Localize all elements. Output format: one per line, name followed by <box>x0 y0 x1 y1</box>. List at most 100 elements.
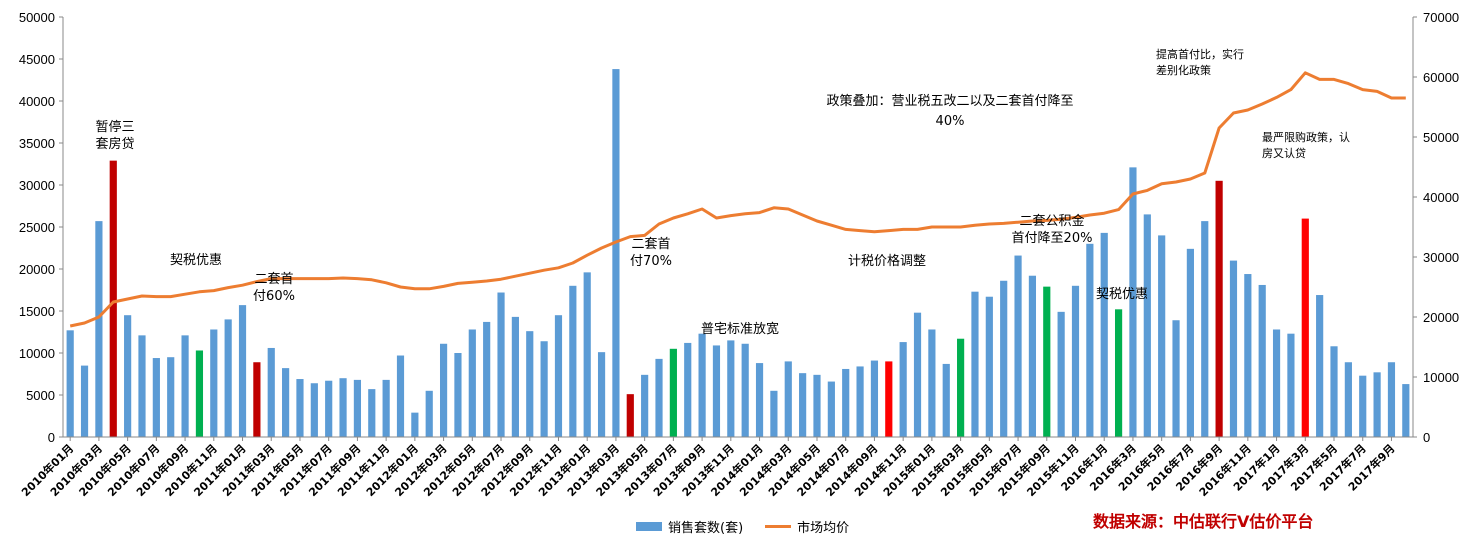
legend-bar-swatch <box>636 522 662 531</box>
bar <box>1028 275 1037 437</box>
bar <box>669 348 677 437</box>
bar <box>1071 285 1080 437</box>
bar <box>1387 362 1396 437</box>
y-right-ticks: 0 10000 20000 30000 40000 50000 60000 70000 <box>1423 10 1459 445</box>
axes <box>59 16 1417 441</box>
bar <box>511 316 519 437</box>
annotation: 最严限购政策，认房又认贷 <box>1262 130 1350 160</box>
bar <box>942 363 950 437</box>
annotation: 计税价格调整 <box>848 253 926 269</box>
y-left-tick-label: 5000 <box>26 388 55 403</box>
bar <box>1172 320 1180 437</box>
legend: 销售套数(套) 市场均价 <box>636 517 849 536</box>
bar <box>195 350 204 437</box>
annotation-line: 二套公积金 <box>1019 213 1084 229</box>
bar <box>554 315 563 437</box>
bar <box>1158 235 1166 437</box>
legend-bar-label: 销售套数(套) <box>668 521 744 536</box>
bar <box>1359 375 1367 437</box>
bar <box>957 338 965 437</box>
bar <box>1301 218 1309 437</box>
bar <box>770 390 778 437</box>
bar <box>167 357 175 437</box>
y-right-tick-label: 70000 <box>1423 10 1459 25</box>
y-left-tick-label: 10000 <box>19 346 55 361</box>
bar <box>80 365 89 437</box>
bar <box>1000 280 1008 437</box>
bar <box>1402 384 1410 437</box>
y-left-tick-label: 20000 <box>19 262 55 277</box>
bar <box>856 366 864 437</box>
bar <box>1272 329 1281 437</box>
annotation-line: 二套首 <box>254 271 293 287</box>
annotation-line: 差别化政策 <box>1156 63 1211 77</box>
bar <box>109 160 117 437</box>
bar <box>66 330 74 437</box>
bar <box>1344 362 1352 437</box>
bar <box>899 342 907 437</box>
annotation-line: 首付降至20% <box>1012 231 1093 246</box>
source-note: 数据来源：中估联行V估价平台 <box>1093 512 1314 531</box>
y-left-tick-label: 50000 <box>19 10 55 25</box>
bar <box>641 374 649 437</box>
price-line <box>69 71 1406 328</box>
bar <box>95 221 103 437</box>
bar <box>1100 232 1108 437</box>
annotation: 政策叠加：营业税五改二以及二套首付降至 40% <box>826 93 1073 129</box>
bar <box>439 343 448 437</box>
bar <box>799 373 807 437</box>
bar <box>597 352 606 437</box>
bar <box>741 343 749 437</box>
y-left-tick-label: 15000 <box>19 304 55 319</box>
bar <box>425 390 433 437</box>
bar <box>1287 333 1295 437</box>
bar <box>655 358 663 437</box>
bar <box>353 379 362 437</box>
annotations: 暂停三套房贷契税优惠二套首付60%二套首付70%普宅标准放宽政策叠加：营业税五改… <box>95 47 1350 337</box>
bar <box>1316 295 1324 437</box>
price-line-path <box>69 71 1406 328</box>
bar <box>684 342 692 437</box>
bar <box>626 394 634 437</box>
bar <box>325 380 333 437</box>
annotation-line: 契税优惠 <box>170 253 222 268</box>
annotation-line: 政策叠加：营业税五改二以及二套首付降至 <box>826 93 1073 109</box>
legend-line-label: 市场均价 <box>797 521 850 536</box>
annotation-line: 40% <box>936 114 965 129</box>
bar <box>1258 284 1266 437</box>
bar <box>454 353 462 437</box>
bar <box>569 285 577 437</box>
annotation-line: 普宅标准放宽 <box>701 321 779 337</box>
annotation-line: 暂停三 <box>95 119 134 135</box>
annotation: 契税优惠 <box>1096 287 1148 302</box>
y-left-ticks: 0 5000 10000 15000 20000 25000 30000 35000 40000… <box>19 10 55 445</box>
bar <box>1330 346 1338 437</box>
bar <box>526 331 534 437</box>
bar <box>267 347 275 437</box>
bar <box>1086 243 1094 437</box>
bar <box>1014 255 1022 437</box>
annotation-line: 计税价格调整 <box>848 253 926 269</box>
bar <box>712 345 721 437</box>
y-left-tick-label: 30000 <box>19 178 55 193</box>
bar <box>210 329 218 437</box>
y-right-tick-label: 20000 <box>1423 310 1459 325</box>
bar <box>870 360 879 437</box>
y-right-tick-label: 30000 <box>1423 250 1459 265</box>
bar <box>540 341 548 437</box>
annotation: 暂停三套房贷 <box>95 119 134 152</box>
y-left-tick-label: 35000 <box>19 136 55 151</box>
bar <box>282 368 290 437</box>
y-left-tick-label: 25000 <box>19 220 55 235</box>
annotation-line: 契税优惠 <box>1096 287 1148 302</box>
bar <box>971 291 979 437</box>
bar <box>1229 260 1238 437</box>
bar <box>468 329 476 437</box>
bar <box>913 312 922 437</box>
annotation: 提高首付比，实行差别化政策 <box>1156 47 1244 77</box>
bar <box>727 340 735 437</box>
annotation: 二套首付70% <box>630 236 672 269</box>
annotation: 契税优惠 <box>170 253 222 268</box>
annotation: 二套公积金首付降至20% <box>1012 213 1093 246</box>
bar <box>1114 309 1123 437</box>
